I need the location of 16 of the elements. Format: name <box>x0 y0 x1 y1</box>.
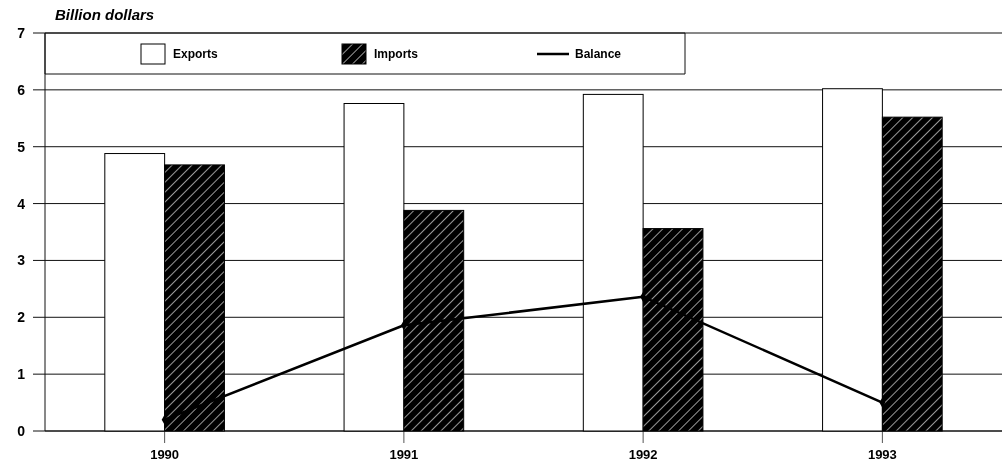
y-tick-label: 5 <box>17 138 26 155</box>
x-tick-label: 1992 <box>628 447 658 462</box>
y-tick-label: 6 <box>17 81 26 98</box>
legend-label: Balance <box>575 47 622 61</box>
legend-label: Exports <box>173 47 218 61</box>
y-tick-label: 4 <box>17 195 26 212</box>
y-tick-label: 2 <box>17 309 26 326</box>
y-tick-label: 1 <box>17 366 26 383</box>
y-tick-label: 7 <box>17 25 26 41</box>
y-axis-title: Billion dollars <box>55 6 155 23</box>
x-tick-label: 1990 <box>150 447 180 462</box>
x-tick-label: 1991 <box>389 447 419 462</box>
x-tick-label: 1993 <box>867 447 897 462</box>
legend-label: Imports <box>374 47 419 61</box>
y-tick-label: 3 <box>17 252 26 269</box>
y-tick-label: 0 <box>17 423 26 439</box>
